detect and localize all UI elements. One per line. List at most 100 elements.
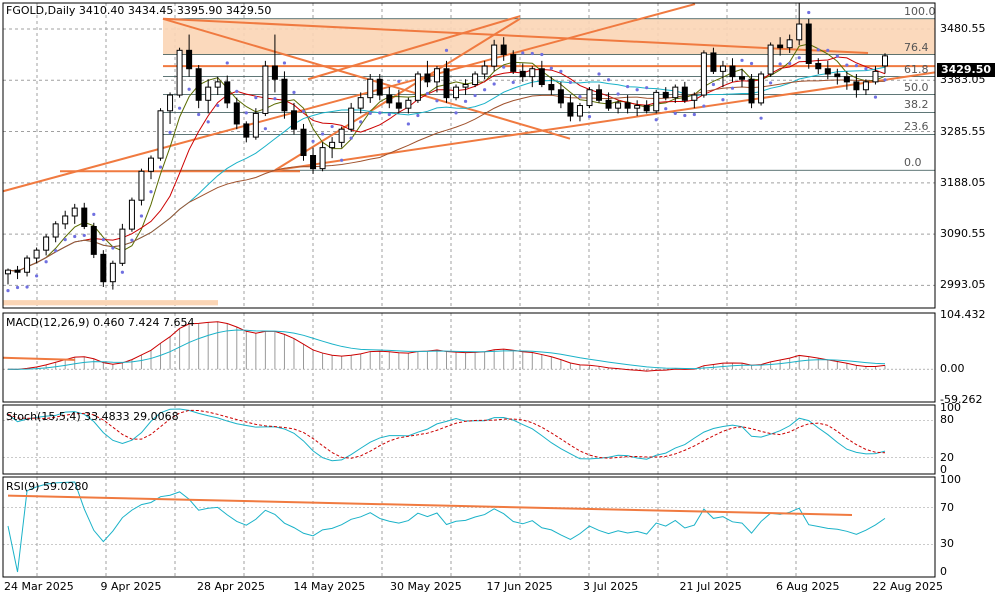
sar-dot [530, 51, 534, 56]
candle [796, 23, 803, 41]
candle [767, 44, 774, 75]
candle [710, 52, 717, 72]
sar-dot [435, 99, 439, 103]
sar-dot [444, 48, 449, 52]
fib-label: 50.0 [904, 80, 929, 94]
candle [538, 68, 545, 86]
candle [290, 110, 297, 130]
date-tick: 24 Mar 2025 [4, 580, 74, 593]
candle [214, 81, 221, 88]
stoch-tick: 20 [940, 450, 954, 464]
sar-dot [73, 234, 77, 239]
sar-dot [177, 106, 182, 110]
candle [24, 257, 31, 273]
panel-frame [2, 2, 936, 309]
fib-label: 0.0 [904, 156, 922, 170]
candle [557, 89, 564, 104]
sar-dot [702, 104, 706, 108]
sar-dot [254, 96, 258, 100]
candle [739, 76, 746, 80]
sar-dot [359, 120, 363, 124]
sar-dot [6, 289, 10, 293]
panel-frames [2, 2, 936, 578]
sar-dot [368, 111, 372, 116]
sar-dot [835, 54, 839, 58]
candle [167, 94, 174, 112]
candle [52, 223, 59, 238]
candle [128, 199, 135, 230]
sar-dot [187, 87, 191, 91]
resistance-zone [3, 18, 935, 306]
candle [643, 105, 650, 112]
sar-dot [883, 78, 887, 82]
rsi-panel [3, 481, 935, 573]
sar-dot [378, 111, 382, 115]
candle [700, 52, 707, 96]
candle [243, 123, 250, 138]
candle [500, 44, 507, 56]
sar-dot [292, 90, 296, 94]
candle [815, 62, 822, 70]
fib-label: 76.4 [904, 40, 929, 54]
stochastic-panel [3, 408, 935, 462]
candle [805, 23, 812, 64]
candle [300, 128, 307, 156]
rsi-trendline [7, 494, 853, 516]
macd-signal [7, 329, 886, 370]
sar-dot [406, 122, 410, 126]
candle [548, 84, 555, 91]
rsi-header: RSI(9) 59.0280 [6, 480, 89, 493]
macd-tick: 0.00 [940, 362, 965, 376]
sar-dot [25, 285, 29, 289]
sar-dot [711, 82, 716, 87]
candle [529, 68, 536, 78]
price-tick: 3188.05 [940, 175, 986, 189]
date-tick: 22 Aug 2025 [872, 580, 943, 593]
date-tick: 21 Jul 2025 [679, 580, 742, 593]
candle [376, 78, 383, 96]
sar-dot [120, 270, 124, 274]
candle [138, 170, 145, 201]
candle [310, 155, 317, 170]
sar-dot [149, 190, 153, 194]
candle [386, 94, 393, 104]
sar-dot [502, 65, 506, 69]
candle [405, 99, 412, 109]
sar-dot [483, 88, 487, 92]
sar-dot [263, 127, 267, 131]
sar-dot [578, 95, 582, 99]
macd-tick: 104.432 [940, 308, 986, 321]
candle [862, 81, 869, 91]
sar-dot [168, 130, 172, 134]
macd-tick: -59.262 [940, 393, 983, 406]
sar-dot [645, 86, 649, 90]
sar-dot [854, 63, 859, 68]
sar-dot [778, 62, 782, 66]
sar-dot [206, 120, 210, 124]
candle [281, 78, 288, 112]
sar-dot [492, 82, 496, 86]
stoch-header: Stoch(15,5,4) 33.4833 29.0068 [6, 410, 179, 423]
sar-dot [111, 246, 115, 250]
sar-dot [873, 95, 878, 99]
sar-dot [473, 93, 477, 98]
trendline-upper-channel [2, 3, 696, 193]
candle [157, 110, 164, 159]
sar-dot [92, 212, 96, 216]
price-tick: 3383.05 [940, 73, 986, 87]
candle [443, 68, 450, 99]
sar-dot [549, 66, 553, 70]
date-tick: 9 Apr 2025 [100, 580, 162, 593]
candle [605, 99, 612, 109]
sar-dot [759, 116, 763, 120]
ma-brown [7, 79, 886, 272]
sar-dot [454, 111, 458, 115]
candle [719, 65, 726, 72]
date-tick: 28 Apr 2025 [197, 580, 266, 593]
candle [882, 55, 888, 67]
sar-dot [15, 285, 20, 290]
candle [586, 89, 593, 107]
demand-zone [3, 300, 218, 306]
rsi-tick: 70 [940, 500, 954, 514]
